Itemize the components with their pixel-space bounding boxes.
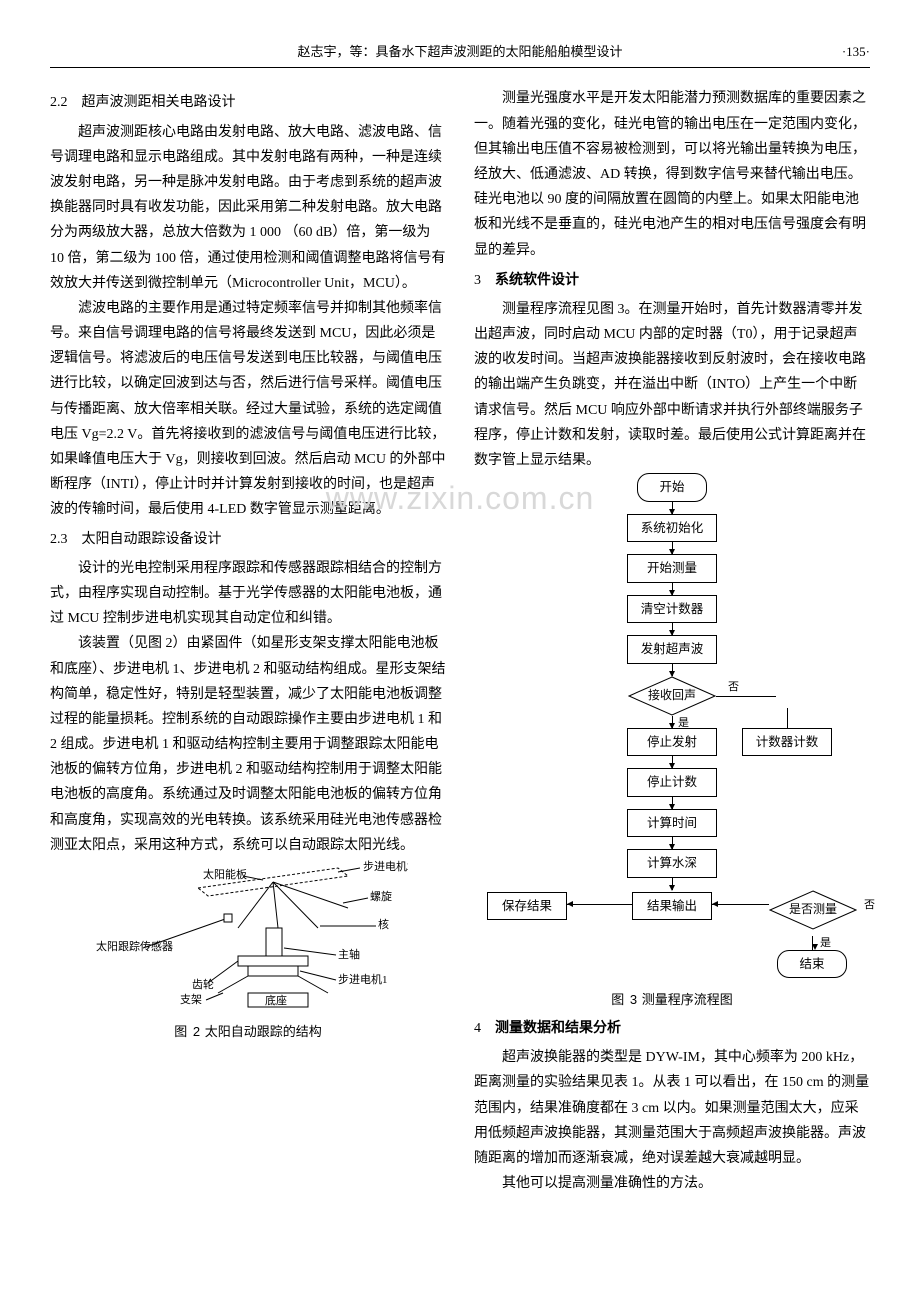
fc-counter-count: 计数器计数 [742,728,832,757]
section-2-2-p2: 滤波电路的主要作用是通过特定频率信号并抑制其他频率信号。来自信号调理电路的信号将… [50,296,446,523]
fc-clear-counter: 清空计数器 [627,595,717,624]
fc-begin-measure: 开始测量 [627,554,717,583]
fc-end: 结束 [777,950,847,979]
fig2-label-shaft: 主轴 [338,947,360,961]
section-2-3-head: 2.3 太阳自动跟踪设备设计 [50,527,446,552]
fig2-label-gear: 齿轮 [192,977,214,991]
fig2-label-base: 底座 [265,993,287,1007]
section-2-2-p1: 超声波测距核心电路由发射电路、放大电路、滤波电路、信号调理电路和显示电路组成。其… [50,120,446,296]
fc-calc-time: 计算时间 [627,809,717,838]
fc-recv-echo: 接收回声 否 [628,676,716,716]
section-3-head: 3 系统软件设计 [474,267,870,293]
fc-calc-depth: 计算水深 [627,849,717,878]
figure-2: 太阳能板 步进电机2 螺旋 核 主轴 步进电机1 太阳跟踪传感器 齿轮 支架 [50,858,446,1043]
section-2-3-p2: 该装置（见图 2）由紧固件（如星形支架支撑太阳能电池板和底座）、步进电机 1、步… [50,631,446,858]
section-4-head: 4 测量数据和结果分析 [474,1015,870,1041]
header-page-number: ·135· [810,40,870,63]
section-4-p2: 其他可以提高测量准确性的方法。 [474,1171,870,1196]
fig2-label-motor2: 步进电机2 [363,859,408,873]
left-column: 2.2 超声波测距相关电路设计 超声波测距核心电路由发射电路、放大电路、滤波电路… [50,86,446,1196]
right-column: 测量光强度水平是开发太阳能潜力预测数据库的重要因素之一。随着光强的变化，硅光电管… [474,86,870,1196]
fc-emit: 发射超声波 [627,635,717,664]
fig2-label-panel: 太阳能板 [203,867,247,881]
section-2-2-head: 2.2 超声波测距相关电路设计 [50,90,446,115]
section-3-p1: 测量程序流程见图 3。在测量开始时，首先计数器清零并发出超声波，同时启动 MCU… [474,297,870,473]
fc-init: 系统初始化 [627,514,717,543]
fig2-label-sensor: 太阳跟踪传感器 [96,939,173,953]
right-intro-para: 测量光强度水平是开发太阳能潜力预测数据库的重要因素之一。随着光强的变化，硅光电管… [474,86,870,262]
fc-measure-again: 是否测量 [769,890,857,930]
section-2-3-p1: 设计的光电控制采用程序跟踪和传感器跟踪相结合的控制方式，由程序实现自动控制。基于… [50,556,446,632]
fc-no-label-2: 否 [864,896,875,916]
page-header: 赵志宇，等：具备水下超声波测距的太阳能船舶模型设计 ·135· [50,40,870,68]
header-title: 赵志宇，等：具备水下超声波测距的太阳能船舶模型设计 [110,40,810,63]
fc-no-label-1: 否 [728,678,739,698]
fc-stop-emit: 停止发射 [627,728,717,757]
page: www.zixin.com.cn 赵志宇，等：具备水下超声波测距的太阳能船舶模型… [0,0,920,1246]
section-4-p1: 超声波换能器的类型是 DYW-IM，其中心频率为 200 kHz，距离测量的实验… [474,1045,870,1171]
fc-start: 开始 [637,473,707,502]
fig2-label-nut: 核 [378,917,389,931]
fc-output-result: 结果输出 [632,892,712,921]
fig2-label-bracket: 支架 [180,993,202,1006]
fc-save-result: 保存结果 [487,892,567,921]
two-column-layout: 2.2 超声波测距相关电路设计 超声波测距核心电路由发射电路、放大电路、滤波电路… [50,86,870,1196]
figure-3-caption: 图 3 测量程序流程图 [474,988,870,1011]
figure-2-caption: 图 2 太阳自动跟踪的结构 [50,1020,446,1043]
figure-3: 开始 系统初始化 开始测量 清空计数器 发射超声波 接收回声 [474,473,870,1011]
fig2-label-bolt: 螺旋 [370,889,392,903]
fig2-label-motor1: 步进电机1 [338,972,388,986]
fc-stop-count: 停止计数 [627,768,717,797]
